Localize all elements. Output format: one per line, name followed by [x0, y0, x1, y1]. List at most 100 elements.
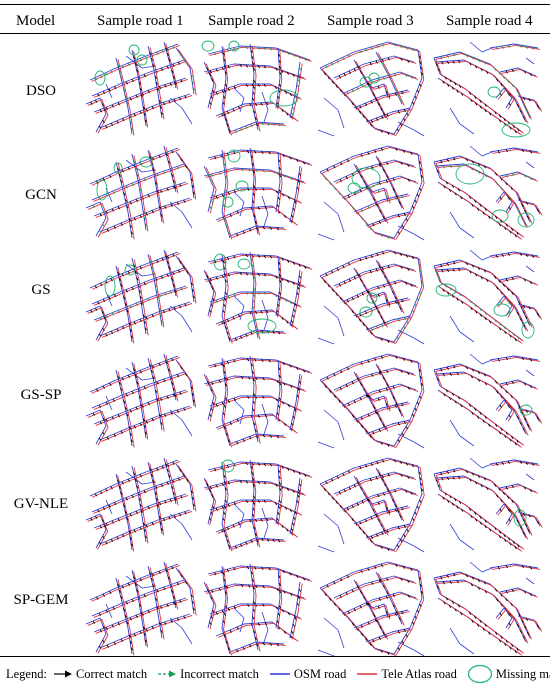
correct-match-link [474, 273, 478, 277]
correct-match-link [97, 509, 100, 513]
correct-match-link [174, 289, 177, 293]
correct-match-link [505, 182, 508, 186]
correct-match-link [510, 435, 514, 439]
correct-match-link [110, 538, 114, 543]
correct-match-link [166, 481, 169, 485]
incorrect-match-link [272, 122, 275, 127]
incorrect-match-link [289, 301, 292, 305]
tele-atlas-road-segment [321, 381, 397, 448]
correct-match-link [173, 514, 176, 518]
correct-match-link [133, 321, 136, 325]
correct-match-link [263, 481, 266, 485]
correct-match-link [169, 498, 172, 502]
correct-match-link [227, 439, 230, 443]
correct-match-link [233, 255, 236, 259]
correct-match-link [522, 531, 525, 535]
tele-atlas-road-segment [367, 212, 412, 228]
correct-match-link [262, 377, 265, 381]
tele-atlas-road-segment [205, 375, 217, 422]
correct-match-link [511, 69, 514, 73]
correct-match-link [348, 278, 351, 282]
correct-match-link [406, 475, 410, 479]
correct-match-link [147, 194, 150, 198]
correct-match-link [292, 314, 295, 318]
map-cell-row5-road3 [317, 457, 425, 553]
correct-match-link [111, 624, 114, 628]
osm-road-segment [323, 97, 345, 129]
correct-match-link [254, 532, 257, 536]
correct-match-link [161, 465, 164, 469]
correct-match-link [289, 156, 292, 160]
correct-match-link [166, 273, 169, 277]
correct-match-link [103, 316, 106, 320]
correct-match-link [144, 327, 147, 331]
correct-match-link [257, 499, 260, 503]
correct-match-link [208, 280, 211, 284]
correct-match-link [511, 277, 514, 281]
correct-match-link [379, 417, 382, 421]
correct-match-link [90, 309, 93, 313]
correct-match-link [221, 505, 224, 509]
correct-match-link [252, 616, 255, 620]
osm-road-segment [319, 457, 419, 485]
correct-match-link [163, 378, 166, 383]
correct-match-link [356, 294, 359, 298]
correct-match-link [109, 382, 112, 386]
correct-match-link [470, 375, 473, 379]
correct-match-link [446, 470, 449, 474]
correct-match-link [139, 578, 142, 582]
tele-atlas-road-segment [205, 63, 217, 110]
correct-match-link [124, 198, 127, 202]
correct-match-link [382, 631, 385, 635]
correct-match-link [118, 589, 121, 593]
correct-match-link [156, 259, 159, 263]
incorrect-match-link [399, 44, 402, 49]
correct-match-link [470, 583, 473, 587]
correct-match-link [222, 52, 225, 56]
legend-item-incorrect-match: Incorrect match [157, 664, 259, 684]
row-label-gv-nle: GV-NLE [13, 496, 69, 512]
correct-match-link [381, 459, 385, 463]
correct-match-link [351, 381, 354, 385]
correct-match-link [170, 619, 173, 623]
correct-match-link [210, 407, 213, 411]
tele-atlas-road-segment [87, 410, 109, 446]
correct-match-link [323, 72, 326, 76]
correct-match-link [221, 113, 224, 117]
legend-label-osm-road: OSM road [293, 667, 347, 681]
tele-atlas-road-segment [491, 252, 540, 258]
correct-match-link [281, 524, 284, 529]
correct-match-link [323, 280, 326, 284]
correct-match-link [102, 593, 105, 597]
correct-match-link [412, 517, 415, 521]
correct-match-link [504, 226, 507, 231]
correct-match-link [252, 483, 256, 487]
incorrect-match-link [190, 74, 193, 78]
correct-match-link [233, 605, 236, 609]
correct-match-link [514, 234, 517, 238]
correct-match-link [460, 404, 463, 408]
tele-atlas-road-segment [223, 567, 233, 656]
correct-match-link [214, 364, 217, 368]
tele-atlas-road-segment [435, 475, 525, 550]
correct-match-link [416, 401, 420, 405]
correct-match-link [496, 494, 499, 498]
tele-atlas-road-segment [212, 500, 303, 516]
osm-road-segment [221, 45, 231, 135]
tele-atlas-road-segment [435, 572, 533, 640]
correct-match-link [275, 606, 278, 610]
correct-match-link [507, 537, 511, 541]
correct-match-link [498, 530, 502, 534]
correct-match-link [160, 421, 163, 425]
correct-match-link [380, 129, 383, 133]
correct-match-link [143, 320, 146, 324]
correct-match-link [402, 565, 405, 569]
incorrect-match-link [444, 284, 447, 288]
correct-match-link [223, 474, 226, 478]
tele-atlas-road-segment [501, 380, 538, 390]
correct-match-link [99, 109, 102, 113]
correct-match-link [190, 178, 193, 182]
header-sample-road-4: Sample road 4 [446, 13, 533, 29]
tele-atlas-road-segment [223, 359, 233, 448]
correct-match-link [338, 607, 341, 611]
